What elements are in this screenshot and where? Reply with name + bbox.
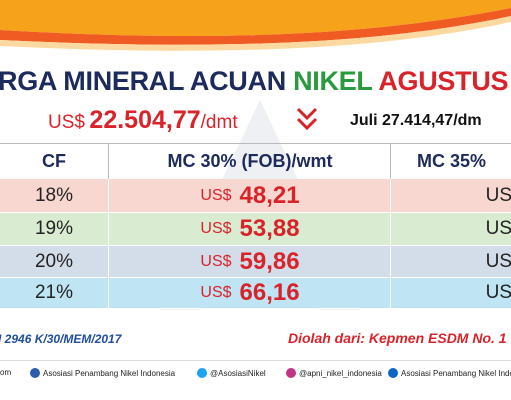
title: RGA MINERAL ACUAN NIKEL AGUSTUS 2	[0, 66, 511, 97]
column-header: MC 30% (FOB)/wmt	[108, 144, 391, 179]
column-header: MC 35%	[390, 144, 511, 179]
price: 48,21	[239, 181, 300, 209]
cf-cell: 19%	[34, 218, 74, 239]
price-currency: US$	[48, 112, 85, 133]
table-row: 20% US$ 59,86 US	[0, 246, 511, 278]
currency: US$	[200, 284, 232, 301]
price-value: 22.504,77	[89, 106, 201, 134]
title-end: AGUSTUS 2	[378, 66, 511, 96]
footer-reference: I 2946 K/30/MEM/2017	[0, 332, 122, 346]
title-start: RGA MINERAL ACUAN	[0, 66, 286, 96]
price: US$ 22.504,77/dmt	[48, 106, 238, 135]
social-text: om	[0, 368, 12, 377]
social-item: @AsosiasiNikel	[197, 368, 266, 378]
price: 53,88	[239, 215, 300, 242]
mc35-cell: US	[390, 179, 511, 212]
title-highlight: NIKEL	[293, 66, 373, 96]
previous-price: Juli 27.414,47/dm	[350, 112, 482, 129]
footer-source: Diolah dari: Kepmen ESDM No. 1	[288, 330, 507, 346]
mc35-cell: US	[390, 278, 511, 308]
mc35-cell: US	[390, 246, 511, 277]
cf-cell: 21%	[34, 282, 74, 303]
social-item: om	[0, 368, 11, 377]
price-unit: /dmt	[200, 112, 238, 133]
currency: US$	[200, 252, 232, 270]
social-item: Asosiasi Penambang Nikel Indonesia	[388, 368, 511, 378]
cf-cell: 20%	[34, 250, 74, 272]
header-swoosh	[0, 0, 511, 51]
down-icon	[296, 107, 318, 131]
mc30-cell: US$ 59,86	[108, 246, 391, 277]
mc30-cell: US$ 48,21	[108, 179, 391, 212]
social-text: @apni_nikel_indonesia	[299, 368, 382, 378]
mc30-cell: US$ 66,16	[108, 278, 391, 308]
mc35-cell: US	[390, 213, 511, 245]
divider	[0, 360, 511, 361]
price: 66,16	[239, 279, 300, 306]
social-item: Asosiasi Penambang Nikel Indonesia	[30, 368, 175, 378]
mc30-cell: US$ 53,88	[108, 213, 391, 245]
column-header: CF	[42, 151, 66, 171]
table-row: 18% US$ 48,21 US	[0, 179, 511, 213]
social-item: @apni_nikel_indonesia	[286, 368, 382, 378]
price: 59,86	[239, 247, 300, 275]
currency: US$	[200, 220, 232, 237]
social-text: @AsosiasiNikel	[210, 368, 266, 378]
cf-cell: 18%	[34, 184, 74, 206]
header-row: CF MC 30% (FOB)/wmt MC 35%	[0, 143, 511, 180]
table-row: 21% US$ 66,16 US	[0, 278, 511, 309]
table-row: 19% US$ 53,88 US	[0, 213, 511, 246]
currency: US$	[200, 186, 232, 204]
social-text: Asosiasi Penambang Nikel Indonesia	[43, 368, 176, 378]
social-text: Asosiasi Penambang Nikel Indonesia	[401, 368, 511, 378]
